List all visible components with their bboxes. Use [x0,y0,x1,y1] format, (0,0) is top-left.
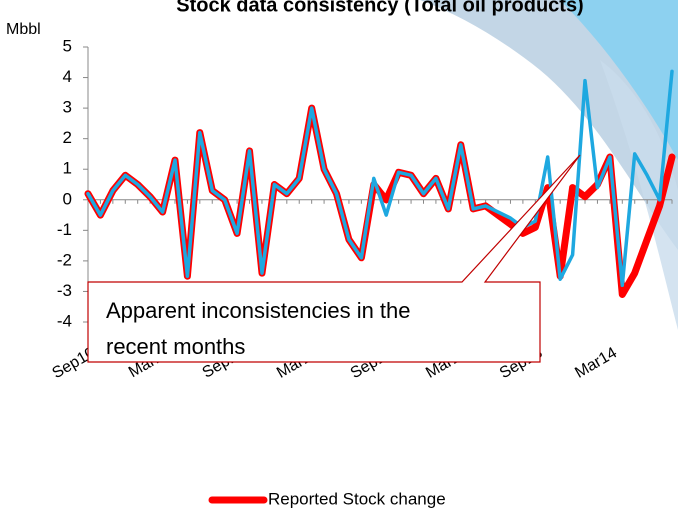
y-tick-label: -2 [57,250,72,269]
y-tick-label: 2 [63,128,72,147]
y-tick-label: 3 [63,98,72,117]
y-tick-label: 0 [63,189,72,208]
y-axis-label: Mbbl [6,21,41,38]
y-tick-label: 5 [63,36,72,55]
y-tick-label: -3 [57,281,72,300]
callout-text: recent months [106,334,245,359]
y-tick-label: 1 [63,159,72,178]
callout-text: Apparent inconsistencies in the [106,298,411,323]
chart: Stock data consistency (Total oil produc… [0,0,678,519]
y-tick-label: -1 [57,220,72,239]
page: {"chart_data": {"type": "line", "title":… [0,0,678,519]
y-tick-label: 4 [63,67,72,86]
chart-title: Stock data consistency (Total oil produc… [176,0,583,16]
y-tick-label: -4 [57,311,72,330]
series-line [88,71,672,285]
x-tick-label: Mar14 [572,344,620,381]
legend-label: Reported Stock change [268,489,446,508]
